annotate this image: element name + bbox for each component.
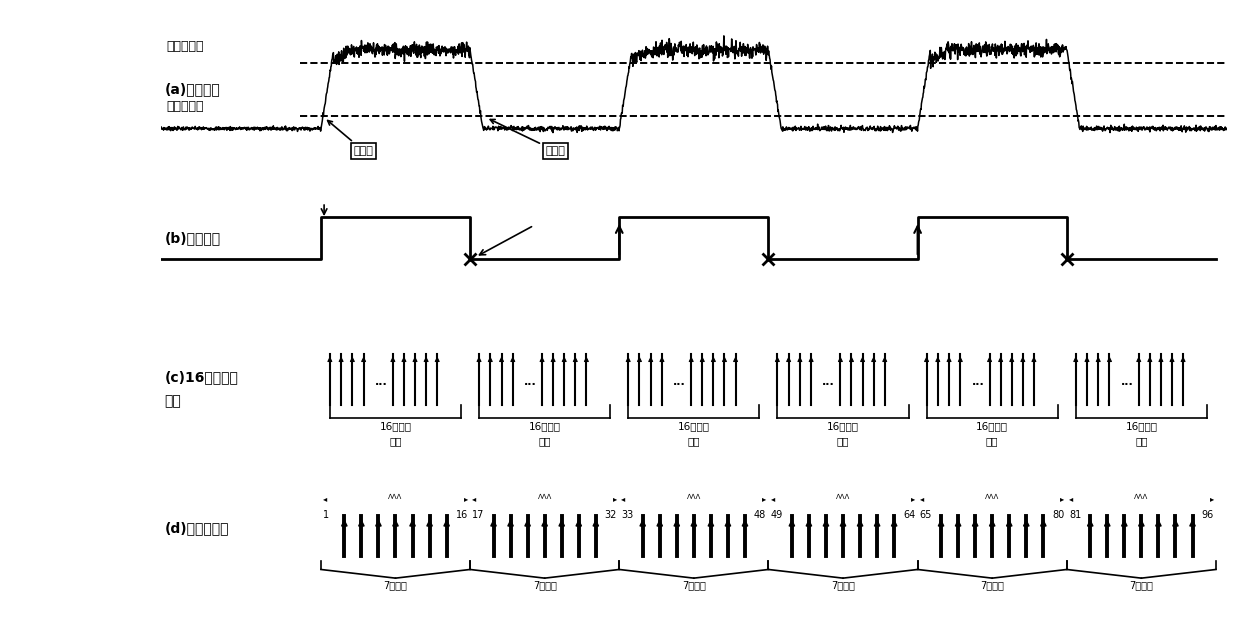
Text: ▸: ▸	[1209, 494, 1214, 503]
Text: 16个采用: 16个采用	[1125, 422, 1157, 431]
Text: 32: 32	[605, 510, 617, 520]
Text: ...: ...	[1120, 377, 1134, 387]
Text: 低电半门限: 低电半门限	[166, 100, 204, 113]
Text: 1: 1	[323, 510, 330, 520]
Text: 脉冲: 脉冲	[836, 436, 849, 446]
Text: 49: 49	[771, 510, 783, 520]
Text: ...: ...	[823, 377, 835, 387]
Text: 脉冲: 脉冲	[986, 436, 999, 446]
Text: 33: 33	[622, 510, 633, 520]
Text: ᐱᐱᐱ: ᐱᐱᐱ	[836, 494, 850, 500]
Text: (c)16倍过采样: (c)16倍过采样	[165, 370, 238, 384]
Text: 96: 96	[1202, 510, 1214, 520]
Text: ▸: ▸	[463, 494, 468, 503]
Text: ᐱᐱᐱ: ᐱᐱᐱ	[686, 494, 701, 500]
Text: 80: 80	[1052, 510, 1064, 520]
Text: 16个采用: 16个采用	[379, 422, 411, 431]
Text: 脉冲: 脉冲	[389, 436, 401, 446]
Text: 7个脉冲: 7个脉冲	[533, 580, 556, 590]
Text: 16个采用: 16个采用	[976, 422, 1009, 431]
Text: 毛刺点: 毛刺点	[491, 119, 565, 156]
Text: 脉冲: 脉冲	[539, 436, 551, 446]
Text: ▸: ▸	[1061, 494, 1064, 503]
Text: 16个采用: 16个采用	[529, 422, 561, 431]
Text: (d)投票判决窗: (d)投票判决窗	[165, 522, 229, 535]
Text: 脉冲: 脉冲	[165, 394, 181, 408]
Text: 16: 16	[456, 510, 468, 520]
Text: ▸: ▸	[911, 494, 916, 503]
Text: 48: 48	[755, 510, 766, 520]
Text: ...: ...	[374, 377, 388, 387]
Text: ◂: ◂	[1069, 494, 1073, 503]
Text: 7个脉冲: 7个脉冲	[681, 580, 706, 590]
Text: ᐱᐱᐱ: ᐱᐱᐱ	[538, 494, 551, 500]
Text: (b)数字信号: (b)数字信号	[165, 231, 221, 245]
Text: ᐱᐱᐱ: ᐱᐱᐱ	[985, 494, 1000, 500]
Text: ...: ...	[971, 377, 984, 387]
Text: 7个脉冲: 7个脉冲	[384, 580, 408, 590]
Text: 7个脉冲: 7个脉冲	[1130, 580, 1154, 590]
Text: ᐱᐱᐱ: ᐱᐱᐱ	[388, 494, 403, 500]
Text: ◂: ◂	[323, 494, 327, 503]
Text: 高电半门限: 高电半门限	[166, 40, 204, 53]
Text: 16个采用: 16个采用	[826, 422, 859, 431]
Text: 毛刺点: 毛刺点	[327, 121, 373, 156]
Text: 81: 81	[1069, 510, 1082, 520]
Text: 16个采用: 16个采用	[678, 422, 710, 431]
Text: ᐱᐱᐱ: ᐱᐱᐱ	[1134, 494, 1149, 500]
Text: ▸: ▸	[762, 494, 766, 503]
Text: ▸: ▸	[613, 494, 617, 503]
Text: 脉冲: 脉冲	[1135, 436, 1147, 446]
Text: ◂: ◂	[472, 494, 477, 503]
Text: 脉冲: 脉冲	[688, 436, 700, 446]
Text: 64: 64	[903, 510, 916, 520]
Text: 7个脉冲: 7个脉冲	[831, 580, 855, 590]
Text: ◂: ◂	[771, 494, 774, 503]
Text: (a)模拟信号: (a)模拟信号	[165, 82, 221, 96]
Text: 65: 65	[919, 510, 932, 520]
Text: ◂: ◂	[622, 494, 626, 503]
Text: 7个脉冲: 7个脉冲	[980, 580, 1004, 590]
Text: 17: 17	[472, 510, 484, 520]
Text: ...: ...	[524, 377, 536, 387]
Text: ...: ...	[673, 377, 685, 387]
Text: ◂: ◂	[919, 494, 924, 503]
